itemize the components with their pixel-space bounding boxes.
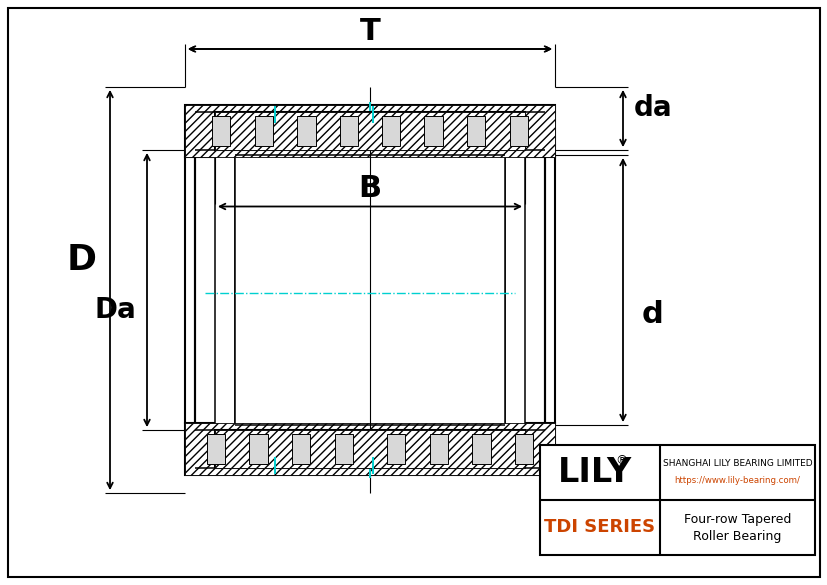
- Polygon shape: [423, 116, 442, 146]
- Polygon shape: [429, 434, 447, 464]
- Text: Da: Da: [94, 296, 136, 324]
- Polygon shape: [249, 434, 267, 464]
- Polygon shape: [207, 434, 225, 464]
- Bar: [539, 445, 814, 555]
- Polygon shape: [340, 116, 358, 146]
- Text: B: B: [358, 174, 381, 203]
- Bar: [184, 105, 554, 157]
- Bar: [215, 112, 524, 150]
- Polygon shape: [472, 434, 490, 464]
- Text: TDI SERIES: TDI SERIES: [544, 518, 655, 536]
- Bar: [504, 150, 524, 430]
- Bar: [184, 157, 195, 423]
- Polygon shape: [514, 434, 533, 464]
- Polygon shape: [466, 116, 485, 146]
- Text: https://www.lily-bearing.com/: https://www.lily-bearing.com/: [674, 476, 800, 485]
- Bar: [215, 430, 524, 468]
- Bar: [215, 112, 524, 150]
- Polygon shape: [509, 116, 528, 146]
- Polygon shape: [334, 434, 352, 464]
- Polygon shape: [255, 116, 273, 146]
- Bar: [184, 423, 554, 475]
- Bar: [215, 430, 524, 468]
- Bar: [184, 423, 554, 475]
- Text: Roller Bearing: Roller Bearing: [692, 530, 781, 543]
- Text: ®: ®: [615, 454, 628, 467]
- Polygon shape: [292, 434, 310, 464]
- Polygon shape: [212, 116, 230, 146]
- Bar: [544, 157, 554, 423]
- Text: D: D: [67, 243, 97, 277]
- Bar: [215, 150, 235, 430]
- Text: d: d: [642, 301, 663, 329]
- Polygon shape: [297, 116, 315, 146]
- Bar: [184, 105, 554, 157]
- Text: SHANGHAI LILY BEARING LIMITED: SHANGHAI LILY BEARING LIMITED: [662, 459, 811, 468]
- Text: LILY: LILY: [557, 456, 631, 489]
- Text: T: T: [359, 16, 380, 46]
- Text: Four-row Tapered: Four-row Tapered: [683, 513, 791, 526]
- Polygon shape: [381, 116, 399, 146]
- Polygon shape: [386, 434, 404, 464]
- Text: da: da: [633, 95, 672, 122]
- Bar: [235, 155, 504, 425]
